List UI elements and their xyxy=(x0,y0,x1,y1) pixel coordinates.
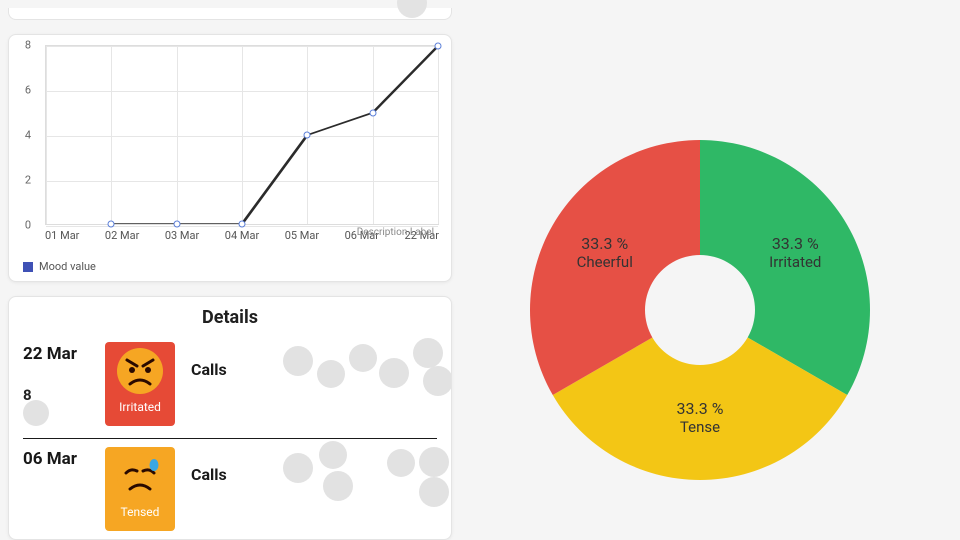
slice-label: Irritated xyxy=(769,253,821,271)
slice-label: Tense xyxy=(680,418,720,436)
data-point xyxy=(304,132,311,139)
placeholder-blob xyxy=(323,471,353,501)
details-title: Details xyxy=(23,307,437,328)
x-tick: 01 Mar xyxy=(45,229,79,242)
chart-description-label: Description Label xyxy=(357,227,434,238)
data-point xyxy=(173,221,180,228)
mood-label: Tensed xyxy=(121,505,160,519)
partial-card-top xyxy=(8,8,452,20)
detail-row[interactable]: 22 Mar8 Irritated Calls xyxy=(23,336,437,436)
placeholder-blob xyxy=(283,346,313,376)
placeholder-blob xyxy=(419,477,449,507)
x-tick: 04 Mar xyxy=(225,229,259,242)
mood-tile: Tensed xyxy=(105,447,175,531)
y-tick: 8 xyxy=(11,39,31,52)
x-tick: 02 Mar xyxy=(105,229,139,242)
slice-label: Cheerful xyxy=(577,253,633,271)
row-date: 22 Mar8 xyxy=(23,342,93,404)
detail-row[interactable]: 06 Mar Tensed Calls xyxy=(23,441,437,540)
placeholder-blob xyxy=(419,447,449,477)
slice-pct: 33.3 % xyxy=(677,399,724,418)
placeholder-blob xyxy=(387,449,415,477)
mood-donut-chart: 33.3 %Irritated33.3 %Tense33.3 %Cheerful xyxy=(510,120,890,504)
tense-face-icon xyxy=(115,451,165,501)
y-tick: 4 xyxy=(11,129,31,142)
mood-label: Irritated xyxy=(119,400,161,414)
mood-tile: Irritated xyxy=(105,342,175,426)
row-date: 06 Mar xyxy=(23,447,93,469)
chart-legend: Mood value xyxy=(23,260,439,273)
y-tick: 6 xyxy=(11,84,31,97)
category-label: Calls xyxy=(191,447,227,484)
right-panel: 33.3 %Irritated33.3 %Tense33.3 %Cheerful xyxy=(460,0,960,540)
mood-line-chart-card: 0 2 4 6 8 Description Label 01 Mar 02 Mar 03 M… xyxy=(8,34,452,282)
x-tick: 03 Mar xyxy=(165,229,199,242)
placeholder-blob xyxy=(283,453,313,483)
x-tick: 05 Mar xyxy=(285,229,319,242)
placeholder-blob xyxy=(349,344,377,372)
legend-label: Mood value xyxy=(39,260,96,273)
slice-pct: 33.3 % xyxy=(581,234,628,253)
slice-pct: 33.3 % xyxy=(772,234,819,253)
placeholder-blob xyxy=(379,358,409,388)
placeholder-blob xyxy=(423,366,452,396)
y-tick: 2 xyxy=(11,174,31,187)
data-point xyxy=(239,221,246,228)
data-point xyxy=(435,43,442,50)
category-label: Calls xyxy=(191,342,227,379)
line-chart-plot: Description Label xyxy=(45,45,439,225)
placeholder-blob xyxy=(317,360,345,388)
placeholder-blob xyxy=(23,400,49,426)
data-point xyxy=(369,109,376,116)
angry-face-icon xyxy=(115,346,165,396)
placeholder-blob xyxy=(413,338,443,368)
details-card: Details 22 Mar8 Irritated Calls 06 Mar Tense… xyxy=(8,296,452,540)
data-point xyxy=(108,221,115,228)
legend-swatch xyxy=(23,262,33,272)
y-tick: 0 xyxy=(11,219,31,232)
row-separator xyxy=(23,438,437,439)
placeholder-blob xyxy=(319,441,347,469)
